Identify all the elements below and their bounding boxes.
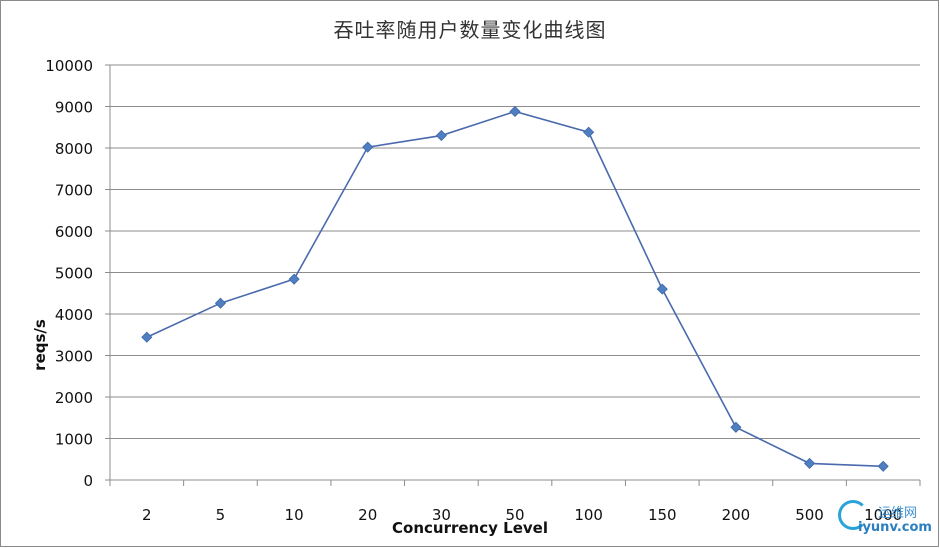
- x-tick-label: 5: [216, 506, 226, 524]
- x-tick-label: 500: [795, 506, 824, 524]
- y-tick-label: 2000: [55, 389, 93, 407]
- y-tick-label: 4000: [55, 306, 93, 324]
- data-point: [362, 141, 374, 153]
- x-axis-label: Concurrency Level: [392, 519, 548, 537]
- data-point: [509, 105, 521, 118]
- x-tick-label: 10: [285, 506, 304, 524]
- y-tick-label: 9000: [55, 99, 93, 117]
- x-tick-label: 2: [142, 506, 152, 524]
- data-point: [730, 421, 742, 433]
- y-tick-label: 1000: [55, 431, 93, 449]
- watermark-logo-icon: [838, 500, 868, 530]
- watermark: 运维网 iyunv.com: [838, 498, 934, 542]
- watermark-site: iyunv.com: [858, 520, 932, 535]
- data-point: [803, 457, 816, 469]
- y-axis-label: reqs/s: [31, 319, 49, 371]
- x-tick-label: 50: [505, 506, 524, 524]
- y-tick-label: 7000: [55, 182, 93, 200]
- watermark-brand: 运维网: [878, 506, 918, 521]
- series-line: [146, 110, 884, 468]
- y-tick-label: 6000: [55, 223, 93, 241]
- data-point: [141, 331, 153, 343]
- y-tick-label: 8000: [55, 140, 93, 158]
- x-tick-label: 20: [358, 506, 377, 524]
- x-tick-label: 150: [648, 506, 677, 524]
- data-point: [583, 126, 595, 138]
- chart-title: 吞吐率随用户数量变化曲线图: [333, 18, 607, 42]
- y-tick-label: 3000: [55, 348, 93, 366]
- data-point: [214, 297, 227, 309]
- x-tick-label: 30: [432, 506, 451, 524]
- data-point: [288, 273, 300, 285]
- x-tick-label: 1000: [864, 506, 902, 524]
- y-tick-label: 0: [83, 472, 93, 490]
- y-tick-label: 10000: [45, 57, 93, 75]
- x-tick-label: 100: [574, 506, 603, 524]
- data-point: [435, 129, 447, 142]
- data-point: [656, 283, 668, 295]
- x-tick-label: 200: [722, 506, 751, 524]
- y-tick-label: 5000: [55, 265, 93, 283]
- data-point: [877, 460, 889, 472]
